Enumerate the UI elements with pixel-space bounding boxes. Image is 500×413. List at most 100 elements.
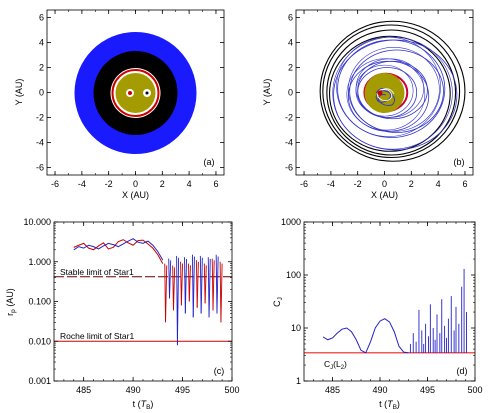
y-tick-label-d: 10 bbox=[291, 323, 301, 333]
panel-c: 485 490 495 500 0.001 0.010 0.100 1.000 10.000 S… bbox=[5, 217, 240, 411]
x-tick-label-b: -6 bbox=[300, 179, 308, 189]
plot-frame-d bbox=[303, 221, 476, 382]
x-tick-label-a: 2 bbox=[160, 179, 165, 189]
x-tick-label-b: 6 bbox=[462, 179, 467, 189]
x-tick-label-a: -6 bbox=[51, 179, 59, 189]
x-tick-label-b: -4 bbox=[327, 179, 335, 189]
rp-spike bbox=[169, 260, 172, 299]
x-tick-label-a: 0 bbox=[133, 179, 138, 189]
y-tick-label-b: 4 bbox=[288, 38, 293, 48]
y-tick-label-b: -2 bbox=[285, 113, 293, 123]
x-tick-label-d: 490 bbox=[372, 385, 387, 395]
black-orbit bbox=[319, 20, 466, 162]
star-2 bbox=[145, 91, 149, 95]
x-tick-label-c: 485 bbox=[76, 385, 91, 395]
rp-spike bbox=[180, 263, 184, 306]
rp-spike bbox=[184, 259, 187, 314]
black-orbit bbox=[326, 29, 457, 156]
blue-orbit-trace bbox=[346, 58, 426, 131]
y-tick-label-a: -2 bbox=[36, 113, 44, 123]
rp-series bbox=[73, 238, 164, 261]
x-tick-label-b: 2 bbox=[409, 179, 414, 189]
x-tick-label-c: 495 bbox=[175, 385, 190, 395]
y-tick-label-a: 0 bbox=[39, 88, 44, 98]
y-tick-label-c: 10.000 bbox=[23, 217, 51, 227]
rp-spike bbox=[165, 265, 168, 323]
y-tick-label-c: 0.010 bbox=[28, 336, 51, 346]
inner-tangle-b2 bbox=[377, 88, 395, 101]
blue-orbit-trace bbox=[348, 46, 440, 132]
ticks-b: -6 -4 -2 0 2 4 6 -6 -4 -2 0 2 4 6 bbox=[285, 10, 473, 189]
black-orbit bbox=[328, 35, 451, 152]
ticks-a: -6 -4 -2 0 2 4 6 -6 -4 -2 0 2 4 6 bbox=[36, 10, 224, 189]
y-tick-label-a: 6 bbox=[39, 13, 44, 23]
rp-spike bbox=[176, 257, 180, 346]
x-axis-label-a: X (AU) bbox=[122, 190, 149, 200]
rp-spike bbox=[192, 256, 195, 318]
y-tick-label-c: 0.001 bbox=[28, 376, 51, 386]
y-tick-label-c: 0.100 bbox=[28, 297, 51, 307]
y-tick-label-a: -4 bbox=[36, 138, 44, 148]
ticks-c: 485 490 495 500 0.001 0.010 0.100 1.000 10.000 bbox=[23, 217, 239, 395]
star-region bbox=[115, 73, 156, 113]
x-tick-label-b: -2 bbox=[354, 179, 362, 189]
y-tick-label-b: -4 bbox=[285, 138, 293, 148]
x-tick-label-c: 490 bbox=[126, 385, 141, 395]
rp-series bbox=[73, 239, 164, 264]
panel-a: -6 -4 -2 0 2 4 6 -6 -4 -2 0 2 4 6 X (AU) Y (AU) (a) bbox=[14, 9, 225, 200]
x-tick-label-d: 495 bbox=[420, 385, 435, 395]
cj-series bbox=[322, 318, 409, 354]
y-tick-label-d: 1000 bbox=[281, 217, 301, 227]
y-axis-label-c: rp (AU) bbox=[5, 288, 17, 316]
blue-orbit bbox=[337, 39, 446, 138]
y-axis-label-a: Y (AU) bbox=[14, 79, 24, 106]
rp-spike bbox=[208, 259, 211, 318]
blue-orbit bbox=[349, 49, 444, 133]
stable-limit-label: Stable limit of Star1 bbox=[60, 267, 134, 277]
y-tick-label-b: 6 bbox=[288, 13, 293, 23]
rp-spike bbox=[212, 260, 215, 311]
y-tick-label-b: -6 bbox=[285, 163, 293, 173]
series-c bbox=[73, 238, 164, 264]
cj-l2-label: CJ(L2) bbox=[324, 359, 347, 371]
y-tick-label-a: 2 bbox=[39, 63, 44, 73]
y-tick-label-d: 1 bbox=[296, 376, 301, 386]
x-axis-label-d: t (TB) bbox=[379, 399, 400, 411]
chaotic-region-c bbox=[164, 254, 223, 346]
rp-spike bbox=[188, 265, 191, 302]
star-region-b bbox=[364, 73, 405, 113]
blue-orbit-trace bbox=[355, 64, 414, 117]
x-tick-label-a: 6 bbox=[213, 179, 218, 189]
panel-tag-a: (a) bbox=[204, 157, 215, 167]
panel-tag-d: (d) bbox=[457, 366, 468, 376]
rp-spike bbox=[216, 256, 219, 314]
x-tick-label-a: -2 bbox=[105, 179, 113, 189]
x-axis-label-c: t (TB) bbox=[133, 399, 154, 411]
rp-spike bbox=[200, 257, 203, 314]
y-axis-label-b: Y (AU) bbox=[262, 79, 272, 106]
star-1-b bbox=[377, 90, 383, 96]
blue-orbit bbox=[357, 67, 418, 118]
x-axis-label-b: X (AU) bbox=[371, 190, 398, 200]
panel-tag-c: (c) bbox=[214, 366, 225, 376]
star-1 bbox=[128, 91, 132, 95]
y-tick-label-b: 2 bbox=[288, 63, 293, 73]
blue-orbit-trace bbox=[336, 36, 441, 137]
ticks-d: 485 490 495 500 1 10 100 1000 bbox=[281, 217, 483, 395]
y-tick-label-b: 0 bbox=[288, 88, 293, 98]
x-tick-label-a: 4 bbox=[187, 179, 192, 189]
red-orbit bbox=[111, 69, 160, 117]
panel-tag-b: (b) bbox=[454, 157, 465, 167]
y-axis-label-d: CJ bbox=[272, 297, 284, 307]
y-tick-label-c: 1.000 bbox=[28, 257, 51, 267]
y-tick-label-a: 4 bbox=[39, 38, 44, 48]
x-tick-label-a: -4 bbox=[78, 179, 86, 189]
x-tick-label-d: 485 bbox=[325, 385, 340, 395]
x-tick-label-d: 500 bbox=[467, 385, 482, 395]
rp-spike bbox=[220, 263, 223, 323]
y-tick-label-d: 100 bbox=[286, 270, 301, 280]
x-tick-label-c: 500 bbox=[224, 385, 239, 395]
series-d bbox=[322, 268, 467, 354]
rp-spike bbox=[173, 267, 176, 311]
